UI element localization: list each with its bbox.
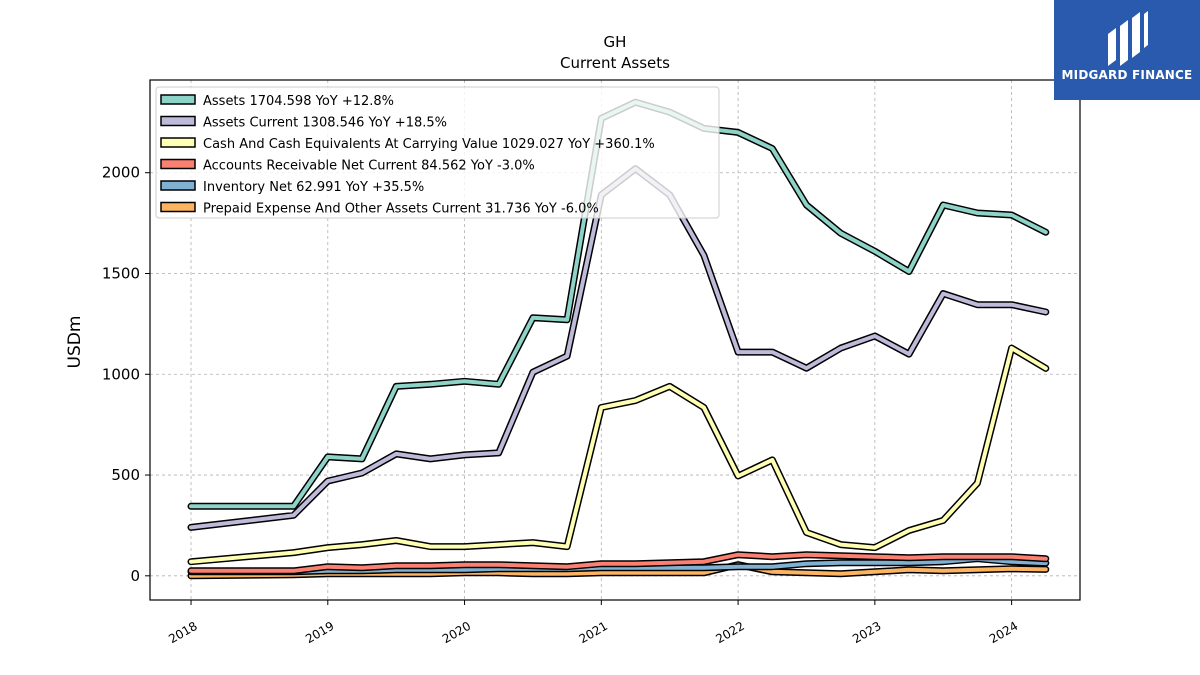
legend-label: Accounts Receivable Net Current 84.562 Y…: [203, 159, 535, 174]
legend-label: Prepaid Expense And Other Assets Current…: [203, 202, 599, 217]
legend-label: Assets Current 1308.546 YoY +18.5%: [203, 116, 447, 131]
x-tick-label: 2022: [713, 619, 746, 646]
x-tick-label: 2024: [987, 619, 1020, 646]
y-tick-label: 0: [130, 567, 140, 585]
y-tick-label: 2000: [102, 164, 140, 182]
legend-swatch: [160, 94, 196, 105]
legend-swatch: [160, 158, 196, 170]
series-line: [189, 552, 1048, 573]
legend-swatch: [160, 201, 196, 213]
chart-title: GH: [604, 33, 627, 51]
legend-box: [155, 86, 720, 219]
legend-swatch: [160, 115, 196, 127]
legend-swatch: [160, 180, 196, 191]
legend-swatch: [160, 137, 196, 148]
brand-logo: MIDGARD FINANCE: [1054, 0, 1200, 100]
x-tick-label: 2020: [440, 619, 473, 646]
series-line: [189, 556, 1048, 574]
x-tick-label: 2018: [166, 619, 199, 646]
brand-mark-icon: [1108, 11, 1148, 66]
y-tick-label: 500: [111, 466, 140, 484]
legend: Assets 1704.598 YoY +12.8% Assets Current…: [155, 86, 720, 219]
x-tick-label: 2023: [850, 619, 883, 646]
y-axis-label: USDm: [65, 316, 85, 369]
plot-frame: [149, 79, 1081, 601]
legend-label: Inventory Net 62.991 YoY +35.5%: [203, 180, 424, 195]
series-line: [189, 346, 1048, 564]
x-tick-label: 2021: [577, 619, 610, 646]
y-tick-label: 1000: [102, 365, 140, 383]
y-tick-label: 1500: [102, 264, 140, 282]
series-line: [189, 562, 1048, 578]
legend-label: Cash And Cash Equivalents At Carrying Va…: [203, 137, 655, 152]
brand-name: MIDGARD FINANCE: [1061, 68, 1193, 82]
legend-label: Assets 1704.598 YoY +12.8%: [203, 94, 394, 109]
chart-subtitle: Current Assets: [560, 54, 670, 72]
x-tick-label: 2019: [303, 619, 336, 646]
